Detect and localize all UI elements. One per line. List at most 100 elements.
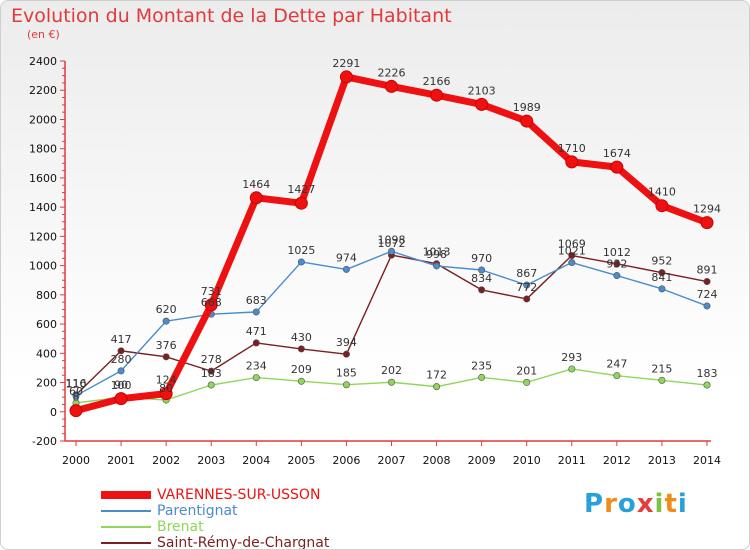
x-tick-label: 2008	[423, 454, 451, 467]
data-point	[568, 252, 576, 260]
data-label: 8	[73, 391, 80, 404]
data-label: 1072	[378, 237, 406, 250]
data-point	[568, 259, 576, 267]
data-point	[613, 272, 621, 280]
data-label: 1012	[603, 246, 631, 259]
data-label: 394	[336, 336, 357, 349]
data-point	[162, 353, 170, 361]
y-tick-label: 600	[36, 318, 57, 331]
data-point	[342, 265, 350, 273]
data-point	[658, 269, 666, 277]
data-label: 185	[336, 367, 357, 380]
data-point	[387, 378, 395, 386]
x-tick-label: 2000	[62, 454, 90, 467]
data-label: 974	[336, 251, 357, 264]
legend-swatch	[101, 491, 151, 499]
data-label: 110	[66, 378, 87, 391]
data-point	[252, 339, 260, 347]
logo-letter: x	[636, 489, 655, 519]
x-tick-label: 2002	[152, 454, 180, 467]
y-tick-label: 800	[36, 289, 57, 302]
data-point	[478, 266, 486, 274]
legend-swatch	[101, 542, 151, 544]
legend-swatch	[101, 526, 151, 528]
x-tick-label: 2001	[107, 454, 135, 467]
data-point	[117, 367, 125, 375]
y-tick-label: 1800	[29, 143, 57, 156]
data-label: 1294	[693, 203, 721, 216]
proxiti-logo: Proxiti	[584, 489, 688, 519]
data-label: 2291	[332, 57, 360, 70]
data-label: 183	[201, 367, 222, 380]
data-label: 202	[381, 364, 402, 377]
data-label: 1069	[558, 238, 586, 251]
y-tick-label: 1600	[29, 172, 57, 185]
data-point	[523, 378, 531, 386]
data-label: 1989	[513, 101, 541, 114]
legend-item: Saint-Rémy-de-Chargnat	[101, 535, 329, 549]
data-point	[478, 373, 486, 381]
data-label: 124	[156, 374, 177, 387]
data-point	[252, 374, 260, 382]
data-point	[385, 79, 398, 93]
x-tick-label: 2003	[197, 454, 225, 467]
data-label: 1464	[242, 178, 270, 191]
data-label: 100	[111, 379, 132, 392]
data-point	[658, 376, 666, 384]
data-point	[703, 302, 711, 310]
data-point	[72, 392, 80, 400]
data-point	[339, 70, 353, 84]
data-label: 772	[516, 281, 537, 294]
logo-letter: i	[654, 489, 665, 519]
chart-subtitle: (en €)	[27, 28, 60, 41]
data-label: 932	[606, 258, 627, 271]
data-label: 80	[159, 382, 173, 395]
legend-item: VARENNES-SUR-USSON	[101, 487, 329, 503]
data-point	[252, 308, 260, 316]
data-label: 724	[697, 288, 718, 301]
data-point	[207, 367, 215, 375]
legend-item: Brenat	[101, 519, 329, 535]
data-label: 2166	[423, 75, 451, 88]
data-point	[565, 155, 579, 169]
data-label: 209	[291, 363, 312, 376]
data-point	[114, 392, 128, 406]
data-label: 1098	[378, 233, 406, 246]
data-label: 235	[471, 359, 492, 372]
data-point	[207, 381, 215, 389]
data-point	[610, 160, 624, 174]
data-label: 280	[111, 353, 132, 366]
data-label: 1674	[603, 147, 631, 160]
x-tick-label: 2010	[513, 454, 541, 467]
data-label: 172	[426, 369, 447, 382]
data-point	[297, 345, 305, 353]
data-point	[117, 347, 125, 355]
data-label: 2103	[468, 84, 496, 97]
data-point	[613, 372, 621, 380]
legend-label: Brenat	[157, 519, 204, 535]
x-tick-label: 2009	[468, 454, 496, 467]
data-point	[475, 97, 489, 111]
y-tick-label: 1200	[29, 230, 57, 243]
data-label: 215	[651, 362, 672, 375]
data-label: 376	[156, 339, 177, 352]
data-point	[342, 350, 350, 358]
legend-item: Parentignat	[101, 503, 329, 519]
data-label: 1427	[287, 183, 315, 196]
data-label: 234	[246, 360, 267, 373]
legend-label: Parentignat	[157, 503, 238, 519]
x-tick-label: 2005	[287, 454, 315, 467]
data-label: 90	[114, 379, 128, 392]
logo-letter: r	[604, 489, 618, 519]
data-label: 293	[561, 351, 582, 364]
data-point	[700, 216, 714, 230]
logo-letter: P	[584, 489, 605, 519]
data-point	[568, 365, 576, 373]
x-tick-label: 2006	[332, 454, 360, 467]
data-label: 60	[69, 385, 83, 398]
x-tick-label: 2011	[558, 454, 586, 467]
data-label: 1021	[558, 245, 586, 258]
y-tick-label: 2000	[29, 113, 57, 126]
data-point	[523, 281, 531, 289]
